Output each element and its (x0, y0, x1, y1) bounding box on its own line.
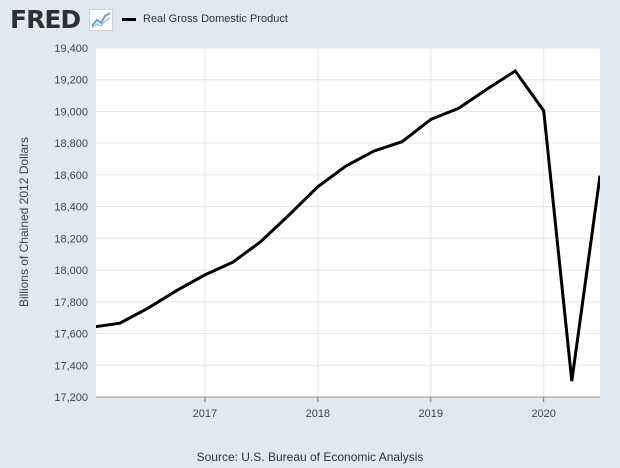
y-tick-label: 18,400 (54, 202, 88, 214)
legend-label: Real Gross Domestic Product (143, 13, 288, 25)
y-axis-label: Billions of Chained 2012 Dollars (17, 136, 31, 308)
y-tick-label: 18,000 (54, 265, 88, 277)
x-tick-label: 2020 (531, 408, 555, 420)
plot-area (96, 48, 600, 397)
legend-swatch (122, 17, 136, 21)
y-tick-label: 19,400 (54, 43, 88, 55)
y-tick-label: 19,000 (54, 106, 88, 118)
x-tick-label: 2017 (193, 408, 217, 420)
y-tick-label: 17,600 (54, 329, 88, 341)
y-tick-label: 18,600 (54, 170, 88, 182)
x-tick-label: 2019 (419, 408, 443, 420)
y-tick-label: 17,200 (54, 392, 88, 404)
y-tick-label: 19,200 (54, 75, 88, 87)
y-tick-label: 18,200 (54, 233, 88, 245)
y-tick-label: 18,800 (54, 138, 88, 150)
fred-logo[interactable]: FRED (10, 5, 81, 34)
line-chart-icon (89, 9, 113, 31)
series-line-real-gdp (96, 68, 600, 382)
y-tick-label: 17,800 (54, 297, 88, 309)
legend: Real Gross Domestic Product (122, 9, 288, 29)
y-tick-label: 17,400 (54, 360, 88, 372)
chart-header: FRED Real Gross Domestic Product (0, 0, 620, 40)
x-tick-label: 2018 (306, 408, 330, 420)
source-note: Source: U.S. Bureau of Economic Analysis (196, 450, 424, 464)
